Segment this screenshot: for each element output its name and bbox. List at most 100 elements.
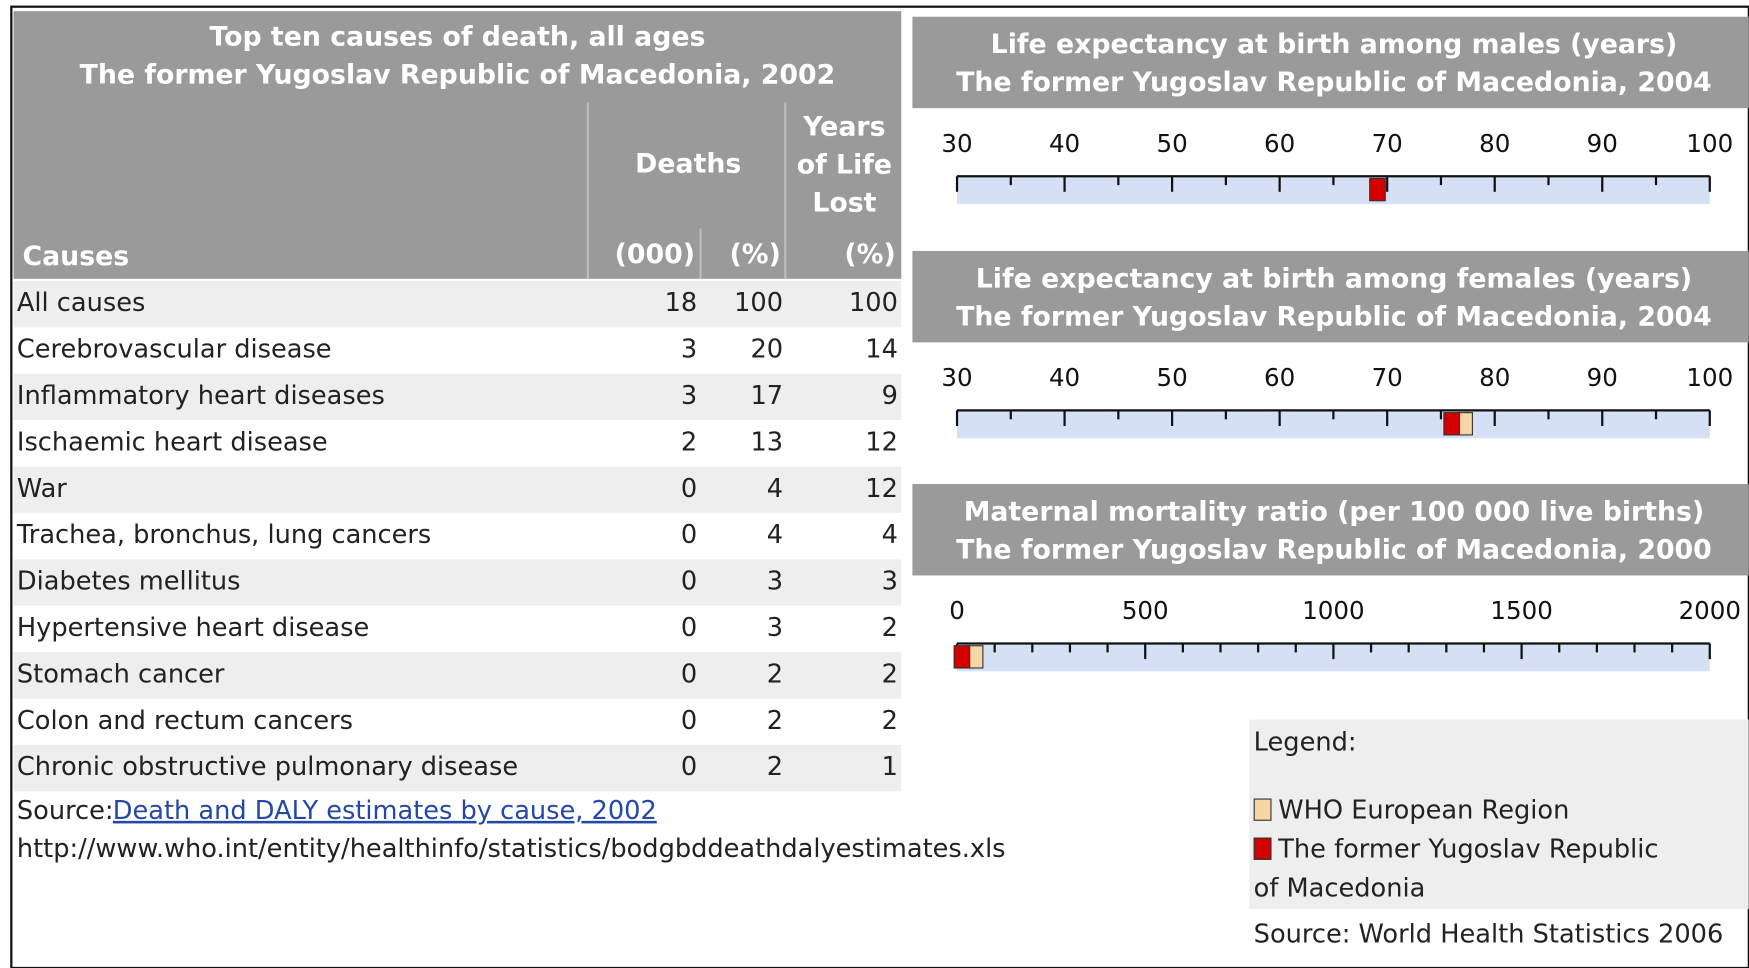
table-cell: 14 (865, 335, 898, 365)
table-cell: 2 (767, 706, 783, 736)
table-title: Top ten causes of death, all ages (209, 21, 705, 52)
column-header: of Life (797, 150, 892, 181)
tick-label: 90 (1587, 363, 1618, 392)
table-cell: Inflammatory heart diseases (17, 381, 385, 411)
table-cell: 9 (882, 381, 898, 411)
source-label: Source: (17, 796, 114, 826)
chart-title: Life expectancy at birth among males (ye… (991, 29, 1678, 60)
table-cell: 2 (882, 659, 898, 689)
table-cell: 1 (882, 752, 898, 782)
table-cell: Stomach cancer (17, 659, 225, 689)
column-header: Deaths (635, 149, 741, 180)
table-cell: 0 (681, 520, 697, 550)
tick-label: 50 (1156, 363, 1187, 392)
table-cell: 0 (681, 659, 697, 689)
table-cell: Ischaemic heart disease (17, 427, 328, 457)
source-link[interactable]: Death and DALY estimates by cause, 2002 (113, 796, 657, 826)
tick-label: 70 (1372, 363, 1403, 392)
spacer (1254, 763, 1742, 792)
chart-title: The former Yugoslav Republic of Macedoni… (956, 301, 1712, 332)
table-cell: 2 (767, 659, 783, 689)
tick-label: 80 (1479, 129, 1510, 158)
table-cell: 13 (750, 427, 783, 457)
table-row (13, 420, 902, 467)
tick-label: 0 (949, 596, 965, 625)
table-cell: 100 (849, 288, 898, 318)
table-cell: 2 (767, 752, 783, 782)
table-row (13, 652, 902, 699)
tick-label: 1500 (1490, 596, 1552, 625)
table-cell: 2 (882, 613, 898, 643)
legend-box: Legend: WHO European Region The former Y… (1249, 719, 1749, 959)
marker (1443, 412, 1461, 436)
tick-label: 30 (941, 129, 972, 158)
table-cell: 2 (882, 706, 898, 736)
tick-label: 500 (1122, 596, 1169, 625)
table-cell: 12 (865, 474, 898, 504)
table-cell: 18 (665, 288, 698, 318)
tick-label: 70 (1372, 129, 1403, 158)
table-cell: 0 (681, 706, 697, 736)
table-cell: 100 (734, 288, 783, 318)
table-row (13, 744, 902, 792)
source-url: http://www.who.int/entity/healthinfo/sta… (17, 834, 1006, 864)
tick-label: 40 (1049, 129, 1080, 158)
table-cell: 3 (767, 613, 783, 643)
table-cell: Hypertensive heart disease (17, 613, 369, 643)
tick-label: 2000 (1679, 596, 1741, 625)
marker (1369, 177, 1386, 202)
tick-label: 40 (1049, 363, 1080, 392)
legend-source: Source: World Health Statistics 2006 (1253, 920, 1724, 950)
table-cell: 3 (767, 567, 783, 597)
table-cell: Cerebrovascular disease (17, 335, 332, 365)
tick-label: 80 (1479, 363, 1510, 392)
table-cell: 3 (882, 567, 898, 597)
legend-item: WHO European Region (1253, 792, 1742, 831)
tick-label: 60 (1264, 129, 1295, 158)
table-row (13, 327, 902, 374)
table-cell: Diabetes mellitus (17, 567, 241, 597)
chart-title: The former Yugoslav Republic of Macedoni… (956, 534, 1712, 565)
table-cell: 4 (767, 474, 783, 504)
table-row (13, 605, 902, 653)
table-cell: Trachea, bronchus, lung cancers (16, 520, 431, 550)
legend-swatch (1253, 798, 1272, 821)
table-row (13, 281, 902, 328)
table-cell: 0 (681, 567, 697, 597)
table-cell: 0 (681, 613, 697, 643)
chart-title: Maternal mortality ratio (per 100 000 li… (964, 496, 1704, 527)
table-header (13, 11, 902, 279)
table-cell: 3 (681, 381, 697, 411)
tick-label: 100 (1686, 129, 1733, 158)
table-row (13, 373, 902, 421)
tick-label: 60 (1264, 363, 1295, 392)
legend-item: The former Yugoslav Republic of Macedoni… (1253, 831, 1667, 909)
chart-header (912, 16, 1749, 109)
table-cell: 17 (750, 381, 783, 411)
table-cell: 3 (681, 335, 697, 365)
column-header: (%) (730, 239, 781, 270)
table-cell: 2 (681, 427, 697, 457)
legend: Legend: WHO European Region The former Y… (1249, 719, 1749, 959)
column-header: (%) (844, 239, 895, 270)
table-cell: 0 (681, 474, 697, 504)
table-row (13, 698, 902, 745)
charts: Life expectancy at birth among males (ye… (912, 16, 1749, 672)
table-cell: 20 (750, 335, 783, 365)
table-cell: 4 (767, 520, 783, 550)
column-header: Years (802, 112, 885, 143)
chart-title: Life expectancy at birth among females (… (976, 263, 1692, 294)
table-cell: All causes (17, 288, 145, 318)
chart-header (912, 484, 1749, 576)
table-row (13, 559, 902, 606)
tick-label: 30 (941, 363, 972, 392)
table-row (13, 512, 902, 560)
table-cell: War (17, 474, 67, 504)
legend-label: The former Yugoslav Republic of Macedoni… (1253, 835, 1659, 904)
tick-label: 90 (1587, 129, 1618, 158)
tick-label: 50 (1156, 129, 1187, 158)
table-title: The former Yugoslav Republic of Macedoni… (80, 59, 836, 90)
marker (953, 645, 971, 669)
